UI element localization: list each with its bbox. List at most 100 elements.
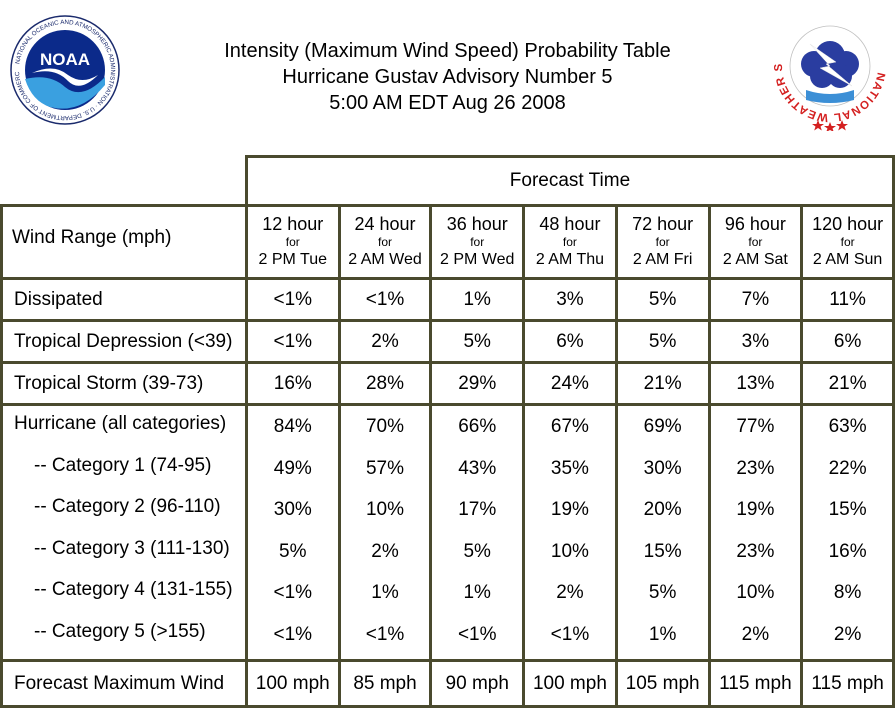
column-header: 72 hour for 2 AM Fri	[614, 204, 711, 280]
table-cell: 67%	[550, 416, 589, 437]
table-cell: <1%	[273, 582, 313, 603]
row-label: Tropical Storm (39-73)	[0, 361, 248, 406]
noaa-text: NOAA	[40, 50, 90, 69]
table-cell: 100 mph	[522, 659, 618, 708]
table-cell: <1%	[550, 623, 590, 645]
table-cell: 20%	[643, 499, 682, 520]
column-header: 96 hour for 2 AM Sat	[707, 204, 804, 280]
title-line-1: Intensity (Maximum Wind Speed) Probabili…	[224, 40, 671, 62]
table-cell: 17%	[458, 499, 497, 520]
table-cell: 21%	[614, 361, 711, 406]
table-cell: 23%	[736, 457, 775, 479]
table-cell: 30%	[273, 499, 312, 520]
table-cell: 15%	[643, 540, 682, 562]
table-cell: 49%	[273, 457, 312, 479]
table-cell: 3%	[707, 319, 804, 364]
row-label: Dissipated	[0, 277, 248, 322]
table-cell: 5%	[614, 277, 711, 322]
table-cell: 63%	[828, 416, 867, 437]
nws-stars	[812, 120, 848, 131]
nws-logo: NATIONAL WEATHER SERVICE	[770, 6, 886, 131]
page-title: Intensity (Maximum Wind Speed) Probabili…	[150, 38, 745, 116]
table-cell: 5%	[463, 540, 491, 562]
table-row-max-wind: Forecast Maximum Wind 100 mph 85 mph 90 …	[0, 659, 895, 708]
title-line-3: 5:00 AM EDT Aug 26 2008	[329, 92, 566, 114]
column-header: 120 hour for 2 AM Sun	[800, 204, 895, 280]
table-cell: 19%	[736, 499, 775, 520]
column-header: 24 hour for 2 AM Wed	[337, 204, 433, 280]
table-cell: 115 mph	[800, 659, 895, 708]
table-cell: 19%	[550, 499, 589, 520]
table-cell: 16%	[828, 540, 867, 562]
table-cell: 6%	[800, 319, 895, 364]
table-cell: 115 mph	[707, 659, 804, 708]
table-cell: 69%	[643, 416, 682, 437]
table-cell: 6%	[522, 319, 618, 364]
table-cell: <1%	[273, 623, 313, 645]
table-cell: 7%	[707, 277, 804, 322]
row-label: Forecast Maximum Wind	[0, 659, 248, 708]
table-cell: <1%	[337, 277, 433, 322]
column-header: 12 hour for 2 PM Tue	[244, 204, 341, 280]
table-cell: <1%	[244, 277, 341, 322]
noaa-logo: NOAA NATIONAL OCEANIC AND ATMOSPHERIC AD…	[10, 15, 120, 125]
forecast-time-row: Forecast Time	[2, 155, 895, 207]
table-cell: 5%	[279, 540, 307, 562]
column-header-row: Wind Range (mph) 12 hour for 2 PM Tue 24 h…	[0, 204, 895, 280]
row-label: -- Category 4 (131-155)	[34, 579, 233, 600]
row-label: -- Category 1 (74-95)	[34, 454, 212, 476]
table-row-dissipated: Dissipated <1% <1% 1% 3% 5% 7% 11%	[0, 277, 895, 322]
table-cell: 1%	[429, 277, 526, 322]
table-cell: <1%	[365, 623, 405, 645]
table-cell: 21%	[800, 361, 895, 406]
table-cell: 1%	[648, 623, 677, 645]
table-cell: 29%	[429, 361, 526, 406]
hurricane-column: 77% 23% 19% 23% 10% 2%	[707, 403, 804, 662]
hurricane-column: 69% 30% 20% 15% 5% 1%	[614, 403, 711, 662]
table-row-hurricane-group: Hurricane (all categories) -- Category 1…	[0, 403, 895, 662]
table-cell: 100 mph	[244, 659, 341, 708]
table-cell: 35%	[550, 457, 589, 479]
hurricane-labels: Hurricane (all categories) -- Category 1…	[0, 403, 248, 662]
row-label: -- Category 5 (>155)	[34, 620, 206, 642]
table-cell: 70%	[365, 416, 405, 437]
probability-table: Forecast Time Wind Range (mph) 12 hour fo…	[0, 155, 895, 708]
table-cell: 3%	[522, 277, 618, 322]
hurricane-column: 63% 22% 15% 16% 8% 2%	[800, 403, 895, 662]
table-cell: 2%	[337, 319, 433, 364]
table-cell: 10%	[550, 540, 589, 562]
table-row-tropical-storm: Tropical Storm (39-73) 16% 28% 29% 24% 2…	[0, 361, 895, 406]
table-cell: 2%	[833, 623, 862, 645]
title-line-2: Hurricane Gustav Advisory Number 5	[282, 66, 613, 88]
table-cell: 77%	[736, 416, 775, 437]
row-label: Hurricane (all categories)	[14, 413, 227, 434]
table-cell: 2%	[741, 623, 770, 645]
table-cell: <1%	[457, 623, 497, 645]
table-cell: 30%	[643, 457, 682, 479]
table-cell: 10%	[365, 499, 405, 520]
table-cell: 57%	[365, 457, 405, 479]
row-label: Tropical Depression (<39)	[0, 319, 248, 364]
table-cell: 15%	[828, 499, 867, 520]
column-header: 36 hour for 2 PM Wed	[429, 204, 526, 280]
table-cell: 5%	[614, 319, 711, 364]
table-cell: 43%	[458, 457, 497, 479]
hurricane-column: 84% 49% 30% 5% <1% <1%	[244, 403, 341, 662]
forecast-time-header: Forecast Time	[244, 155, 895, 207]
row-label: -- Category 2 (96-110)	[34, 496, 221, 517]
table-cell: 28%	[337, 361, 433, 406]
table-cell: 10%	[736, 582, 775, 603]
hurricane-column: 70% 57% 10% 2% 1% <1%	[337, 403, 433, 662]
table-row-tropical-depression: Tropical Depression (<39) <1% 2% 5% 6% 5…	[0, 319, 895, 364]
hurricane-column: 67% 35% 19% 10% 2% <1%	[522, 403, 618, 662]
table-cell: 84%	[273, 416, 312, 437]
table-cell: 5%	[648, 582, 677, 603]
table-cell: 13%	[707, 361, 804, 406]
hurricane-column: 66% 43% 17% 5% 1% <1%	[429, 403, 526, 662]
table-cell: 22%	[828, 457, 867, 479]
table-cell: 23%	[736, 540, 775, 562]
table-cell: <1%	[244, 319, 341, 364]
table-cell: 85 mph	[337, 659, 433, 708]
table-cell: 105 mph	[614, 659, 711, 708]
table-cell: 66%	[458, 416, 497, 437]
